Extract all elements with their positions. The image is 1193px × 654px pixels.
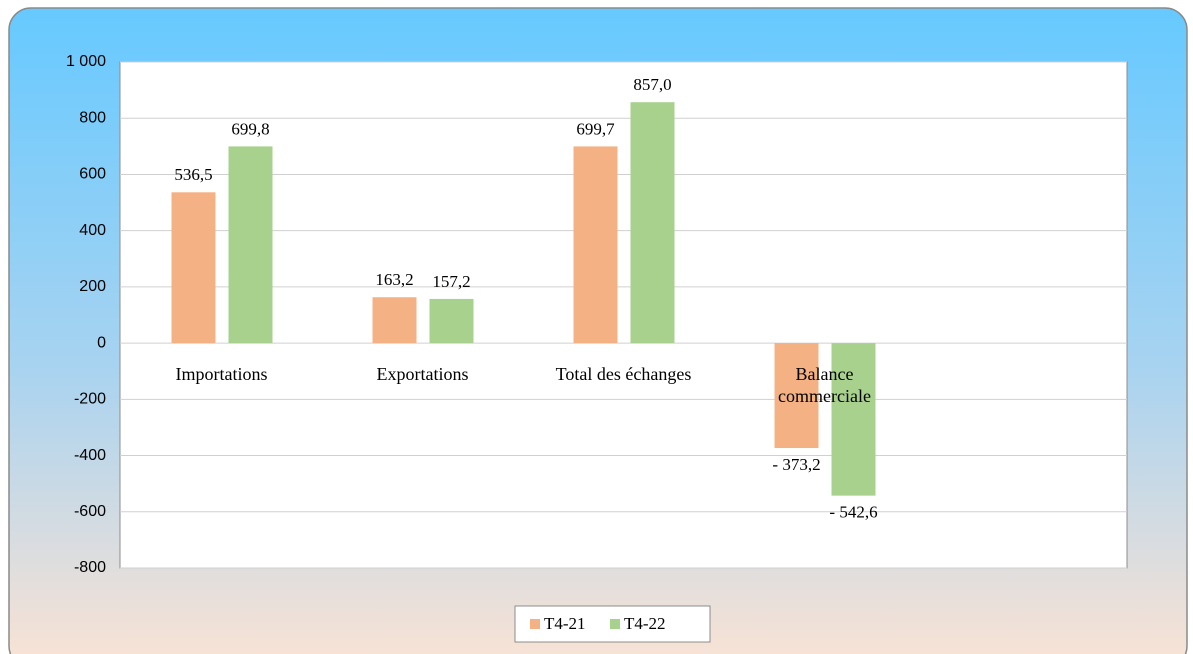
bar [228, 146, 273, 344]
x-tick-label: Total des échanges [555, 364, 692, 385]
y-tick-label: 1 000 [66, 53, 106, 70]
y-tick-label: 600 [79, 166, 106, 183]
bar [831, 343, 876, 496]
bar [429, 298, 474, 344]
y-tick-label: -200 [74, 391, 106, 408]
y-tick-label: 400 [79, 222, 106, 239]
value-label: 699,8 [231, 119, 269, 138]
bar [171, 192, 216, 344]
legend-swatch [610, 619, 620, 629]
y-tick-label: -400 [74, 447, 106, 464]
value-label: 163,2 [375, 270, 413, 289]
y-tick-label: -600 [74, 503, 106, 520]
bar [630, 102, 675, 344]
y-tick-label: 800 [79, 109, 106, 126]
value-label: 536,5 [174, 165, 212, 184]
y-tick-label: 0 [97, 334, 106, 351]
bar [573, 146, 618, 344]
value-label: 699,7 [576, 119, 615, 138]
legend-swatch [530, 619, 540, 629]
y-tick-label: 200 [79, 278, 106, 295]
x-tick-label: Balance commerciale [778, 364, 871, 407]
x-tick-label: Exportations [376, 364, 469, 385]
y-tick-label: -800 [74, 559, 106, 576]
plot-area [119, 61, 1128, 569]
value-label: 157,2 [432, 272, 470, 291]
legend-label: T4-21 [544, 614, 586, 633]
bar [774, 343, 819, 449]
x-tick-label: Importations [175, 364, 268, 385]
value-label: - 542,6 [829, 503, 877, 522]
legend-label: T4-22 [624, 614, 666, 633]
bar [372, 297, 417, 344]
value-label: - 373,2 [772, 455, 820, 474]
value-label: 857,0 [633, 75, 671, 94]
